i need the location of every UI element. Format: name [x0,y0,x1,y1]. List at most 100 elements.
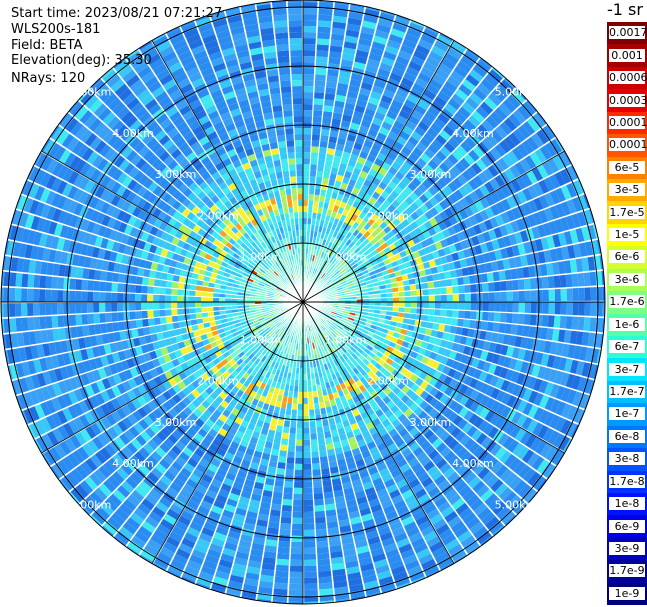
ray-gate [281,438,289,446]
ray-gate [500,302,507,312]
ray-gate [278,540,291,548]
ray-gate [99,302,106,313]
ray-gate [105,312,113,323]
ray-gate [304,565,318,572]
ray-gate [563,329,572,344]
ray-gate [506,312,513,324]
ray-gate [291,86,303,93]
ray-gate [303,86,314,93]
ray-gate [283,116,293,123]
ray-gate [464,310,471,319]
ray-gate [1,222,8,239]
ray-gate [303,170,310,177]
ray-gate [310,158,318,165]
ray-gate [455,326,463,335]
ray-gate [398,307,405,313]
ray-gate [297,188,303,195]
ray-gate [51,276,59,290]
ray-gate [314,498,325,506]
ray-gate [141,294,148,302]
ray-gate [343,312,350,317]
ray-gate [273,20,288,28]
ray-gate [299,367,303,374]
ray-gate [421,314,429,322]
ray-gate [331,311,338,315]
ray-gate [322,111,333,119]
ray-gate [437,346,446,356]
ray-gate [508,334,517,347]
ray-gate [517,313,525,325]
ray-gate [486,321,494,332]
ray-gate [360,332,368,338]
ray-gate [293,391,299,398]
ray-gate [516,324,524,336]
ray-gate [313,481,323,488]
ray-gate [147,278,155,287]
ray-gate [106,271,114,282]
ray-gate [342,315,349,319]
ray-gate [278,456,287,464]
ray-gate [289,170,296,177]
ray-gate [428,302,435,309]
ray-gate [402,318,410,324]
ray-gate [88,269,96,280]
ray-gate [297,200,303,207]
ray-gate [297,194,303,201]
ray-gate [303,535,316,542]
ray-gate [313,92,325,99]
ray-gate [295,451,303,458]
ray-gate [289,577,303,584]
ray-gate [495,402,507,416]
ray-gate [473,368,483,380]
ray-gate [18,427,31,444]
ray-gate [511,383,522,397]
ray-gate [1,351,4,367]
ray-gate [293,487,303,494]
ray-gate [390,320,397,327]
ray-gate [51,289,58,302]
ray-gate [340,319,347,324]
ray-gate [523,349,532,362]
ray-gate [285,469,295,476]
ray-gate [129,302,136,312]
ray-gate [311,140,320,147]
ray-gate [291,74,303,81]
ray-gate [303,409,309,416]
ray-gate [508,357,518,370]
ray-gate [289,433,297,440]
ray-gate [27,288,34,302]
ray-gate [303,68,315,75]
ray-gate [350,304,357,308]
ray-gate [546,327,554,341]
ray-gate [303,14,317,21]
ray-gate [231,298,238,302]
ray-gate [51,303,58,316]
ray-gate [294,463,303,470]
ray-gate [491,353,500,365]
ray-gate [303,104,313,111]
ray-gate [298,391,303,398]
ray-gate [516,413,528,428]
ray-gate [303,218,308,225]
ray-gate [293,116,303,123]
ray-gate [282,104,293,112]
ray-gate [413,581,430,593]
ray-gate [288,32,302,39]
ray-gate [87,291,94,302]
ray-gate [471,357,480,368]
ray-gate [295,445,303,452]
ray-gate [1,238,4,255]
ray-gate [428,367,437,377]
ray-gate [296,421,303,428]
ray-gate [45,316,53,329]
ray-gate [440,355,449,365]
ray-gate [304,559,317,566]
ray-gate [51,315,59,329]
ray-gate [535,314,543,327]
ray-gate [87,280,95,291]
ray-gate [422,302,429,309]
ray-gate [303,433,311,440]
ray-gate [480,350,489,361]
ray-gate [404,335,412,343]
ray-gate [426,342,435,351]
